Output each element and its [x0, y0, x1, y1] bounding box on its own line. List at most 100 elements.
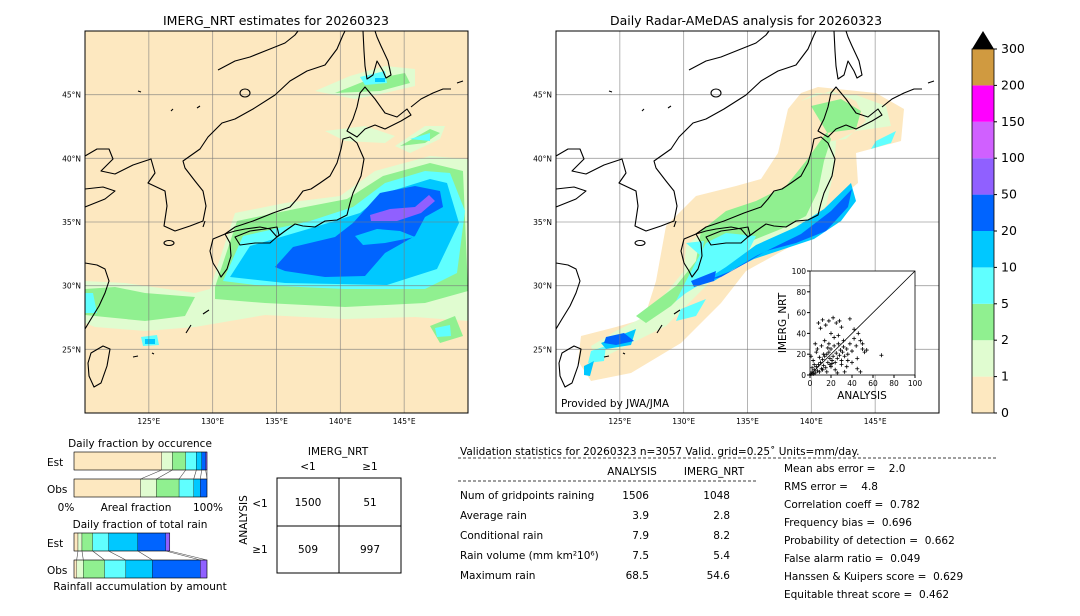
- colorbar-label: 10: [1001, 259, 1017, 274]
- bar-segment-est: [108, 532, 138, 552]
- stats-imerg-value: 2.8: [713, 510, 730, 522]
- left-map-frame: [84, 30, 469, 414]
- occurrence-min-label: 0%: [58, 502, 75, 514]
- scatter-xlabel: ANALYSIS: [837, 390, 887, 402]
- left-map-title: IMERG_NRT estimates for 20260323: [163, 13, 389, 28]
- scatter-point: [879, 353, 884, 358]
- contingency-cell: 51: [363, 497, 376, 509]
- scatter-point: [838, 348, 843, 353]
- scatter-point: [823, 365, 828, 370]
- lon-tick-label: 125°E: [608, 417, 631, 426]
- scatter-point: [815, 368, 820, 373]
- fraction-bars: Daily fraction by occurence Est Obs 0% A…: [47, 438, 227, 593]
- lat-tick-label: 35°N: [533, 218, 552, 227]
- bar-connector: [200, 469, 202, 480]
- scatter-point: [850, 349, 854, 354]
- scatter-point: [818, 360, 823, 365]
- stats-score: Correlation coeff = 0.782: [784, 499, 920, 511]
- x-tick-label: 60: [868, 379, 878, 388]
- colorbar-label: 50: [1001, 187, 1017, 202]
- lat-tick-label: 45°N: [533, 91, 552, 100]
- colorbar-label: 0: [1001, 405, 1009, 420]
- stats-score: Hanssen & Kuipers score = 0.629: [784, 571, 963, 583]
- stats-score: RMS error = 4.8: [784, 481, 878, 493]
- lon-tick-label: 135°E: [265, 417, 288, 426]
- scatter-point: [810, 369, 815, 374]
- colorbar-label: 200: [1001, 77, 1025, 92]
- stats-row-label: Maximum rain: [460, 570, 535, 582]
- scatter-point: [836, 341, 841, 346]
- contingency-col-title: IMERG_NRT: [308, 446, 369, 458]
- occurrence-title: Daily fraction by occurence: [68, 438, 212, 450]
- scatter-ticks: 0 20 40 60 80 100 0 20 40 60 80 100: [792, 267, 923, 388]
- lat-tick-label: 40°N: [62, 154, 81, 163]
- scatter-ylabel: IMERG_NRT: [777, 292, 789, 353]
- y-tick-label: 0: [801, 371, 806, 380]
- scatter-point: [824, 369, 829, 374]
- scatter-point: [816, 321, 821, 325]
- bar-segments: [73, 451, 208, 579]
- colorbar-swatch: [972, 340, 994, 377]
- lon-tick-label: 140°E: [800, 417, 823, 426]
- stats-rows: Num of gridpoints raining 1506 1048 Average…: [460, 490, 730, 582]
- scatter-point: [819, 343, 824, 348]
- contingency-row-title: ANALYSIS: [238, 495, 250, 545]
- bar-segment-obs: [125, 559, 153, 579]
- right-map-ticklabels: 125°E 130°E 135°E 140°E 145°E 45°N 40°N 35°N 30°…: [533, 91, 887, 426]
- scatter-point: [837, 353, 842, 358]
- scatter-point: [811, 371, 816, 376]
- y-tick-label: 60: [796, 309, 806, 318]
- colorbar-swatch: [972, 267, 994, 304]
- stats-score: Frequency bias = 0.696: [784, 517, 912, 529]
- stats-imerg-value: 1048: [703, 490, 730, 502]
- bar-segment-est: [185, 451, 197, 471]
- scatter-point: [818, 326, 823, 331]
- right-map-title: Daily Radar-AMeDAS analysis for 20260323: [610, 13, 882, 28]
- bar-segment-obs: [140, 478, 157, 498]
- stats-row-label: Num of gridpoints raining: [460, 490, 594, 502]
- scatter-point: [862, 350, 867, 355]
- scatter-point: [822, 338, 827, 343]
- scatter-point: [847, 341, 852, 346]
- lat-tick-label: 45°N: [62, 91, 81, 100]
- left-map-ticklabels: 125°E 130°E 135°E 140°E 145°E 45°N 40°N 35°N 30°…: [62, 91, 416, 426]
- x-tick-label: 100: [908, 379, 923, 388]
- scatter-point: [830, 361, 835, 366]
- bar-connector: [108, 550, 127, 561]
- stats-analysis-value: 68.5: [626, 570, 649, 582]
- y-tick-label: 80: [796, 288, 806, 297]
- scatter-point: [829, 364, 833, 369]
- bar-segment-est: [73, 532, 79, 552]
- lat-tick-label: 30°N: [533, 282, 552, 291]
- scatter-point: [840, 350, 845, 355]
- occurrence-xlabel: Areal fraction: [101, 502, 172, 514]
- scatter-point: [839, 325, 844, 330]
- bar-connector: [76, 550, 79, 561]
- occurrence-obs-label: Obs: [47, 484, 67, 496]
- contingency-cell: 997: [360, 544, 380, 556]
- bar-segment-obs: [73, 559, 77, 579]
- stats-imerg-value: 54.6: [707, 570, 731, 582]
- y-tick-label: 20: [796, 350, 806, 359]
- colorbar-swatch: [972, 158, 994, 195]
- colorbar-label: 20: [1001, 223, 1017, 238]
- lat-tick-label: 35°N: [62, 218, 81, 227]
- scatter-point: [814, 350, 819, 355]
- bar-segment-obs: [152, 559, 201, 579]
- stats-scores: Mean abs error = 2.0 RMS error = 4.8 Corre…: [784, 463, 963, 601]
- total-rain-est-label: Est: [47, 538, 63, 550]
- bar-segment-obs: [200, 559, 208, 579]
- lon-tick-label: 145°E: [393, 417, 416, 426]
- stats-analysis-value: 1506: [622, 490, 649, 502]
- scatter-point: [826, 350, 831, 355]
- lon-tick-label: 130°E: [201, 417, 224, 426]
- bar-segment-est: [77, 532, 83, 552]
- scatter-point: [858, 369, 863, 374]
- scatter-point: [816, 362, 821, 367]
- bar-segment-obs: [178, 478, 194, 498]
- occurrence-max-label: 100%: [193, 502, 223, 514]
- stats-score: Mean abs error = 2.0: [784, 463, 905, 475]
- scatter-point: [841, 344, 846, 349]
- bar-connector: [81, 550, 84, 561]
- colorbar-label: 1: [1001, 369, 1009, 384]
